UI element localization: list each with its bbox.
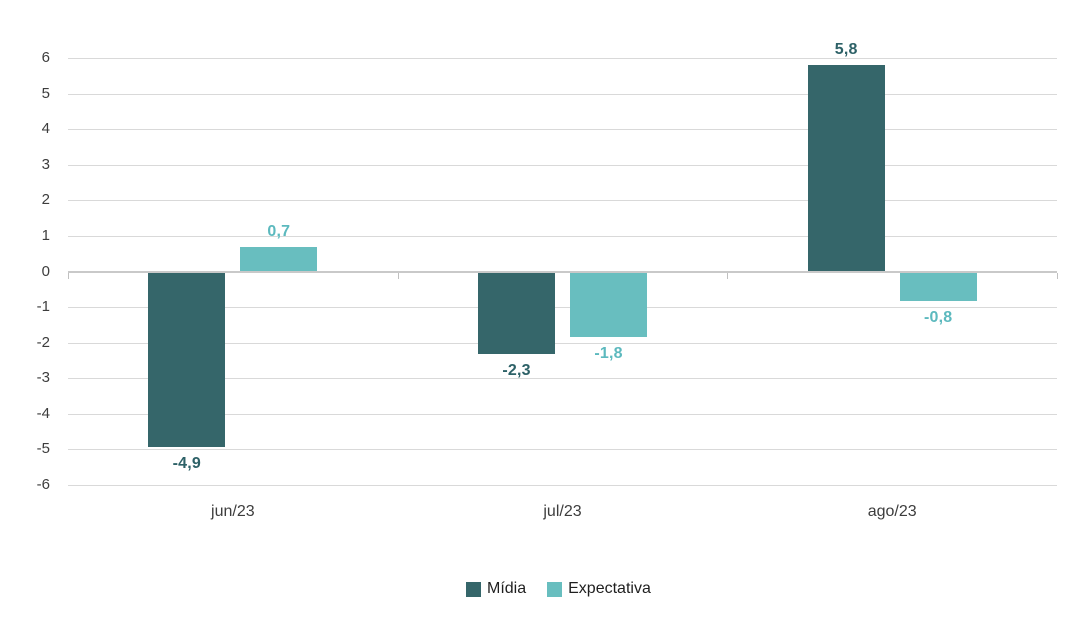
axis-tick bbox=[727, 272, 729, 279]
bar-mídia-jun-23 bbox=[148, 272, 226, 447]
data-label-expectativa-jun-23: 0,7 bbox=[267, 222, 291, 240]
y-axis-label: -1 bbox=[36, 298, 50, 316]
y-axis-label: 4 bbox=[41, 120, 50, 138]
y-axis-label: 3 bbox=[41, 155, 50, 173]
gridline bbox=[68, 200, 1057, 202]
legend-item-midia: Mídia bbox=[466, 580, 526, 598]
y-axis-label: 5 bbox=[41, 84, 50, 102]
zero-axis-line bbox=[68, 271, 1057, 273]
y-axis-label: -4 bbox=[36, 404, 50, 422]
x-axis-label: jul/23 bbox=[543, 503, 582, 520]
y-axis-label: 2 bbox=[41, 191, 50, 209]
axis-tick bbox=[1057, 272, 1058, 279]
bar-expectativa-jun-23 bbox=[240, 246, 318, 272]
y-axis-label: 6 bbox=[41, 49, 50, 66]
y-axis-label: -5 bbox=[36, 440, 50, 458]
bar-expectativa-ago-23 bbox=[899, 272, 977, 301]
x-axis-label: jun/23 bbox=[211, 503, 255, 520]
axis-tick bbox=[68, 272, 69, 279]
x-axis-label: ago/23 bbox=[867, 503, 917, 520]
legend-swatch-expectativa-icon bbox=[547, 581, 563, 597]
bar-expectativa-jul-23 bbox=[570, 272, 647, 337]
gridline bbox=[68, 235, 1057, 237]
gridline bbox=[68, 129, 1057, 131]
legend-item-expectativa: Expectativa bbox=[547, 580, 651, 598]
y-axis-label: -2 bbox=[36, 333, 50, 351]
gridline bbox=[68, 449, 1057, 451]
y-axis-label: 0 bbox=[41, 262, 50, 280]
data-label-mídia-ago-23: 5,8 bbox=[834, 41, 858, 59]
y-axis-label: 1 bbox=[41, 226, 50, 244]
data-label-expectativa-ago-23: -0,8 bbox=[923, 308, 953, 326]
gridline bbox=[68, 58, 1057, 59]
data-label-mídia-jun-23: -4,9 bbox=[172, 454, 202, 472]
gridline bbox=[68, 307, 1057, 309]
legend-label-midia: Mídia bbox=[487, 580, 527, 597]
gridline bbox=[68, 342, 1057, 344]
legend-label-expectativa: Expectativa bbox=[568, 580, 651, 597]
axis-tick bbox=[397, 272, 399, 279]
legend: Mídia Expectativa bbox=[466, 580, 651, 598]
gridline bbox=[68, 413, 1057, 415]
data-label-expectativa-jul-23: -1,8 bbox=[594, 344, 623, 362]
gridline bbox=[68, 164, 1057, 166]
bar-mídia-ago-23 bbox=[807, 65, 885, 272]
data-label-mídia-jul-23: -2,3 bbox=[502, 362, 531, 380]
bar-mídia-jul-23 bbox=[478, 272, 555, 355]
gridline bbox=[68, 93, 1057, 95]
y-axis-label: -3 bbox=[36, 369, 50, 387]
gridline bbox=[68, 485, 1057, 486]
legend-swatch-midia-icon bbox=[466, 581, 481, 597]
y-axis-label: -6 bbox=[36, 476, 50, 493]
gridline bbox=[68, 378, 1057, 380]
